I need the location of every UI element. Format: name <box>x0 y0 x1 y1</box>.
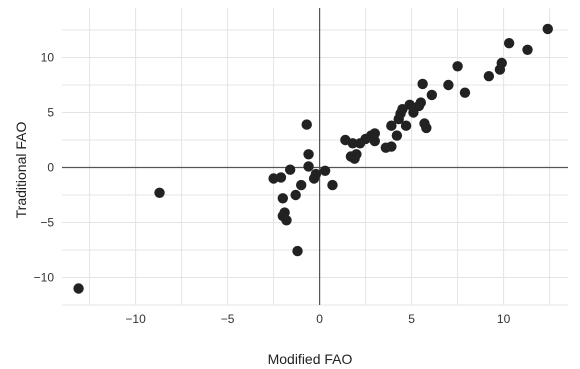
y-tick-label: 0 <box>47 161 54 175</box>
data-point <box>154 188 164 198</box>
x-tick-label: 10 <box>497 312 511 326</box>
data-point <box>427 90 437 100</box>
data-point <box>386 141 396 151</box>
data-point <box>417 79 427 89</box>
data-point <box>292 246 302 256</box>
data-point <box>416 97 426 107</box>
data-point <box>303 149 313 159</box>
tick-labels: −10 −5 0 5 10 −10 −5 0 5 10 <box>34 51 511 327</box>
y-tick-label: −10 <box>34 271 55 285</box>
data-point <box>327 180 337 190</box>
data-point <box>504 38 514 48</box>
data-point <box>278 193 288 203</box>
grid-layer <box>62 8 568 305</box>
data-point <box>392 130 402 140</box>
data-point <box>290 190 300 200</box>
data-point <box>303 161 313 171</box>
data-point <box>497 58 507 68</box>
zero-axes <box>62 8 568 305</box>
x-tick-label: 0 <box>316 312 323 326</box>
data-point <box>285 165 295 175</box>
data-point <box>421 123 431 133</box>
data-point <box>311 169 321 179</box>
data-point <box>401 121 411 131</box>
data-point <box>351 149 361 159</box>
x-tick-label: −5 <box>221 312 235 326</box>
data-points <box>73 24 553 294</box>
data-point <box>452 61 462 71</box>
x-axis-title: Modified FAO <box>268 351 353 367</box>
data-point <box>370 128 380 138</box>
data-point <box>522 45 532 55</box>
data-point <box>460 88 470 98</box>
data-point <box>543 24 553 34</box>
y-axis-title: Traditional FAO <box>13 122 29 219</box>
y-tick-label: −5 <box>40 216 54 230</box>
data-point <box>484 71 494 81</box>
y-tick-label: 10 <box>41 51 55 65</box>
data-point <box>276 172 286 182</box>
data-point <box>320 166 330 176</box>
x-tick-label: 5 <box>408 312 415 326</box>
data-point <box>302 119 312 129</box>
x-tick-label: −10 <box>125 312 146 326</box>
y-tick-label: 5 <box>47 106 54 120</box>
data-point <box>443 80 453 90</box>
data-point <box>281 215 291 225</box>
data-point <box>73 283 83 293</box>
data-point <box>296 180 306 190</box>
